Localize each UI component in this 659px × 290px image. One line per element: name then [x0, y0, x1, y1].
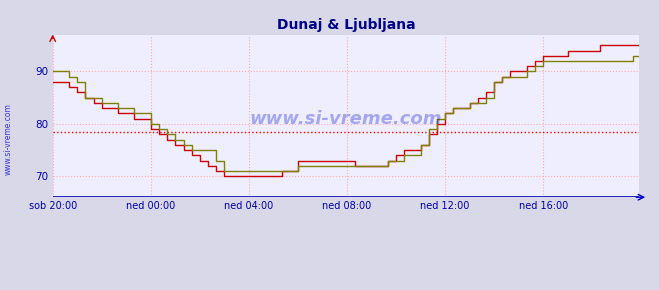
Text: www.si-vreme.com: www.si-vreme.com	[4, 103, 13, 175]
Text: www.si-vreme.com: www.si-vreme.com	[250, 110, 442, 128]
Title: Dunaj & Ljubljana: Dunaj & Ljubljana	[277, 18, 415, 32]
